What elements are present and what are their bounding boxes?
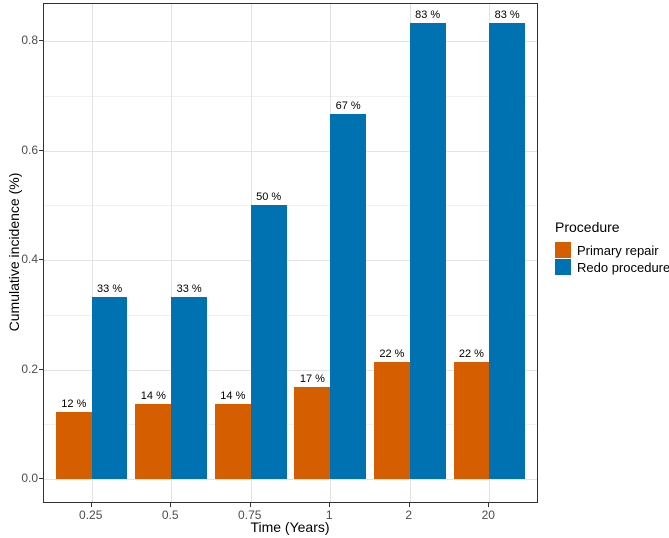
bar-value-label: 67 % (335, 99, 361, 112)
bar-value-label: 22 % (379, 347, 405, 360)
major-gridline (44, 369, 537, 371)
bar-value-label: 14 % (220, 390, 246, 403)
bar-primary-repair-0.25 (55, 412, 92, 479)
legend-item-redo-procedure: Redo procedure (555, 259, 669, 275)
minor-gridline (44, 95, 537, 97)
bar-redo-procedure-2 (409, 23, 446, 479)
x-tick-mark (249, 503, 251, 507)
x-tick-label: 2 (405, 508, 413, 522)
x-tick-mark (170, 503, 172, 507)
plot-panel: 12 % 14 % 14 % 17 % 22 % 22 % 33 % 33 % 50 % 67 %… (43, 3, 538, 503)
x-tick-mark (90, 503, 92, 507)
bar-value-label: 33 % (176, 282, 202, 295)
minor-gridline (44, 424, 537, 426)
minor-gridline (44, 205, 537, 207)
x-tick-mark (488, 503, 490, 507)
redo-procedure-swatch-icon (555, 259, 571, 275)
legend-title: Procedure (555, 219, 620, 235)
x-tick-mark (408, 503, 410, 507)
legend-item-primary-repair: Primary repair (555, 242, 669, 258)
bar-primary-repair-0.5 (135, 404, 172, 479)
bar-primary-repair-1 (294, 387, 331, 479)
bar-value-label: 12 % (61, 398, 87, 411)
y-tick-mark (39, 478, 43, 479)
bar-primary-repair-20 (453, 361, 490, 479)
bar-value-label: 22 % (458, 347, 484, 360)
x-axis-title: Time (Years) (250, 519, 330, 535)
bar-redo-procedure-0.25 (91, 296, 128, 479)
x-tick-label: 0.75 (238, 508, 262, 522)
primary-repair-swatch-icon (555, 242, 571, 258)
y-tick-label: 0.6 (21, 142, 38, 157)
minor-gridline (44, 314, 537, 316)
y-tick-label: 0.4 (21, 252, 38, 267)
bar-redo-procedure-20 (489, 23, 526, 479)
major-gridline (44, 41, 537, 43)
bar-value-label: 14 % (140, 390, 166, 403)
y-tick-label: 0.2 (21, 361, 38, 376)
legend-items: Primary repair Redo procedure (555, 242, 669, 275)
y-tick-mark (39, 149, 43, 151)
major-gridline-vertical (91, 4, 93, 502)
y-tick-mark (39, 40, 43, 42)
x-tick-label: 20 (481, 508, 495, 522)
y-tick-label: 0.0 (21, 471, 38, 485)
x-tick-label: 0.25 (79, 508, 103, 522)
legend-label: Redo procedure (577, 259, 669, 275)
legend-label: Primary repair (577, 242, 659, 258)
bar-value-label: 17 % (299, 373, 325, 386)
x-tick-label: 1 (325, 508, 333, 522)
bar-value-label: 50 % (256, 191, 282, 204)
bar-value-label: 83 % (415, 9, 441, 22)
y-tick-label: 0.8 (21, 33, 38, 48)
major-gridline (44, 260, 537, 262)
legend: Procedure Primary repair Redo procedure (555, 219, 669, 275)
bar-primary-repair-2 (373, 361, 410, 479)
major-gridline (44, 150, 537, 152)
y-tick-mark (39, 368, 43, 370)
bar-redo-procedure-1 (330, 113, 367, 479)
x-tick-label: 0.5 (161, 508, 179, 522)
bar-redo-procedure-0.5 (171, 296, 207, 479)
x-tick-mark (329, 503, 331, 507)
major-gridline (44, 479, 537, 480)
y-tick-mark (39, 259, 43, 261)
bar-primary-repair-0.75 (214, 404, 251, 479)
bar-value-label: 83 % (494, 9, 520, 22)
bar-value-label: 33 % (97, 282, 123, 295)
bar-redo-procedure-0.75 (250, 205, 287, 479)
major-gridline-vertical (171, 4, 173, 502)
